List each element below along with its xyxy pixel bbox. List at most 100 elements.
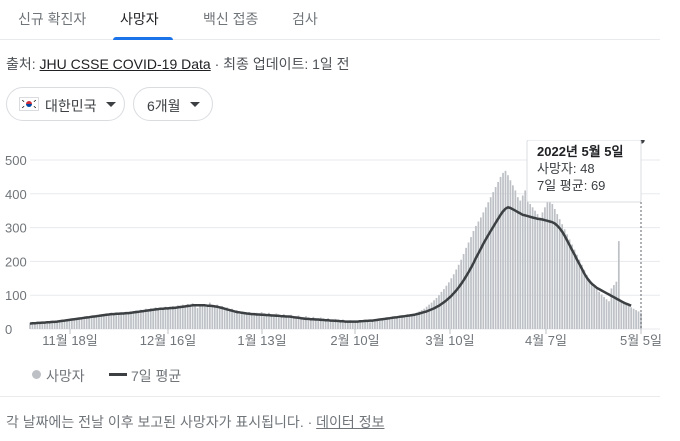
bar (100, 314, 103, 329)
bar (159, 308, 162, 329)
bar (152, 309, 155, 329)
bar (329, 319, 332, 329)
x-tick-label: 11월 18일 (42, 333, 98, 348)
tooltip-average: 7일 평균: 69 (537, 178, 605, 193)
bar (218, 308, 221, 329)
tab-vaccinations[interactable]: 백신 접종 (203, 11, 259, 27)
caret-down-icon (190, 102, 200, 107)
bar (228, 311, 231, 329)
bar (36, 323, 39, 329)
bar (595, 289, 598, 329)
bar (85, 316, 88, 329)
bar (149, 308, 152, 329)
data-info-link[interactable]: 데이터 정보 (316, 414, 385, 430)
bar (369, 322, 371, 329)
bar (56, 320, 58, 329)
x-tick-label: 3월 10일 (425, 333, 474, 348)
bar (519, 200, 522, 329)
bar (95, 314, 98, 329)
tab-tests[interactable]: 검사 (292, 11, 318, 27)
bar (300, 316, 302, 329)
bar (80, 317, 83, 329)
bar (415, 312, 418, 329)
footer-separator: · (303, 414, 317, 430)
bar (53, 321, 56, 329)
bar (581, 264, 583, 329)
bar (275, 313, 278, 329)
bar (556, 214, 559, 329)
bar (467, 242, 470, 329)
tooltip-deaths: 사망자: 48 (537, 161, 595, 176)
bar (280, 316, 283, 329)
tab-new-cases[interactable]: 신규 확진자 (18, 11, 87, 27)
bar (221, 306, 224, 329)
bar (194, 305, 196, 329)
deaths-chart[interactable]: 0 100 200 300 400 500 11월 18일 12월 16일 1월 13일 2월 1… (0, 140, 680, 362)
bar (524, 190, 527, 329)
bar (344, 320, 347, 329)
bar (105, 313, 108, 329)
bar (443, 289, 445, 329)
bar (482, 212, 485, 329)
bar (487, 202, 490, 329)
bar (356, 320, 359, 329)
footer-note: 각 날짜에는 전날 이후 보고된 사망자가 표시됩니다. · 데이터 정보 (6, 412, 384, 432)
bar (632, 308, 635, 329)
bar (61, 319, 63, 329)
bar (430, 302, 433, 329)
bar (260, 312, 263, 329)
source-link[interactable]: JHU CSSE COVID-19 Data (39, 56, 211, 72)
bar (302, 318, 305, 329)
bar (502, 172, 504, 329)
bar (433, 300, 435, 329)
bar (608, 301, 610, 329)
bar (112, 313, 115, 329)
bar (310, 318, 312, 329)
period-selector[interactable]: 6개월 (133, 87, 213, 121)
tooltip-box (526, 140, 642, 203)
bar (563, 229, 566, 329)
tab-deaths[interactable]: 사망자 (120, 11, 159, 27)
bar (539, 217, 541, 329)
line-series-swatch (109, 373, 127, 376)
bar (31, 324, 34, 329)
bar (189, 306, 192, 329)
bar (413, 314, 416, 329)
bar (383, 320, 386, 329)
bar (450, 278, 453, 329)
bar (213, 307, 216, 329)
bar (196, 308, 199, 329)
bar (529, 203, 531, 329)
bar (181, 304, 184, 329)
y-tick-label: 300 (5, 221, 27, 236)
bar (492, 192, 495, 329)
bar (184, 306, 187, 329)
y-tick-label: 100 (5, 288, 27, 303)
bar (489, 197, 492, 329)
bar (90, 315, 93, 329)
bar (43, 321, 46, 329)
bar (396, 317, 398, 329)
bar (117, 313, 120, 329)
bar (48, 320, 51, 329)
bar (627, 306, 630, 329)
bar (179, 307, 182, 329)
bar (558, 219, 561, 329)
bar (233, 312, 236, 329)
bar (258, 314, 260, 329)
bar (346, 322, 349, 329)
tooltip-date: 2022년 5월 5일 (537, 144, 623, 159)
bar (411, 314, 413, 329)
bar (588, 278, 591, 329)
bar (130, 311, 132, 329)
bar (157, 308, 159, 329)
bar (208, 302, 211, 329)
bar (610, 288, 613, 329)
bar (253, 314, 256, 329)
x-tick-label: 5월 5일 (620, 333, 662, 348)
bar (78, 318, 81, 329)
country-selector[interactable]: 대한민국 (6, 87, 125, 121)
bar (88, 317, 90, 329)
bar (63, 320, 66, 329)
y-tick-label: 0 (5, 322, 12, 337)
